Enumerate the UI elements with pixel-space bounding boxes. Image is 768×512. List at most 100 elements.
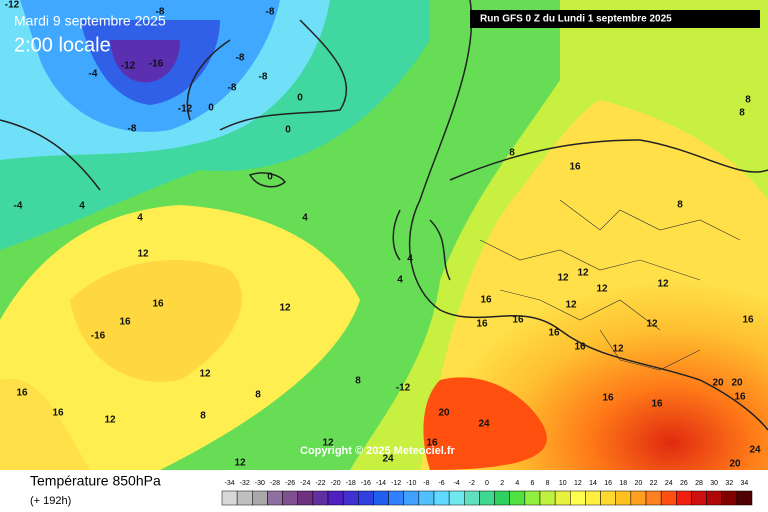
legend-swatch [418, 490, 435, 506]
legend-label: 6 [530, 480, 534, 487]
legend-swatch [358, 490, 374, 506]
contour-label: 12 [279, 303, 291, 314]
contour-label: -8 [128, 124, 137, 135]
legend-label: 10 [559, 480, 567, 487]
legend-label: 20 [635, 480, 643, 487]
borders [479, 199, 741, 371]
legend-swatch [706, 490, 722, 506]
legend-swatch [585, 490, 601, 506]
contour-label: 16 [602, 393, 614, 404]
date: Mardi 9 septembre 2025 [14, 13, 166, 29]
contour-label: 16 [476, 319, 488, 330]
coastlines [0, 0, 768, 431]
legend-label: -8 [423, 480, 429, 487]
legend-swatch [539, 490, 556, 506]
legend-label: 26 [680, 480, 688, 487]
contour-label: -12 [5, 0, 20, 11]
contour-label: 12 [557, 273, 569, 284]
legend-swatch [327, 490, 344, 506]
contour-label: 16 [742, 315, 754, 326]
map-background [0, 0, 768, 470]
contour-label: 0 [297, 93, 303, 104]
legend-label: 22 [650, 480, 658, 487]
legend-swatch [267, 490, 283, 506]
legend-swatch [676, 490, 692, 506]
legend-label: -6 [438, 480, 444, 487]
legend-label: 16 [604, 480, 612, 487]
legend-swatch [615, 490, 632, 506]
legend-label: -32 [240, 480, 250, 487]
contour-label: 16 [426, 438, 438, 449]
legend-swatch [691, 490, 707, 506]
legend-label: 12 [574, 480, 582, 487]
legend-label: -20 [331, 480, 341, 487]
legend-swatch [236, 490, 253, 506]
legend-swatch [660, 490, 677, 506]
contour-label: -16 [149, 59, 164, 70]
contour-label: 4 [407, 254, 413, 265]
contour-label: 8 [745, 95, 751, 106]
legend-swatch [600, 490, 616, 506]
legend-label: -4 [454, 480, 460, 487]
legend-swatch [524, 490, 541, 506]
legend-swatch [554, 490, 571, 506]
contour-label: 12 [234, 458, 246, 469]
legend-swatch [479, 490, 495, 506]
legend-label: -26 [285, 480, 295, 487]
legend-swatch [403, 490, 420, 506]
color-legend: -34 -32 -30 -28 -26 -24 -22 -20 -18 -16 -14 -12 -10-… [221, 480, 753, 506]
contour-label: 4 [137, 213, 143, 224]
contour-label: 8 [255, 390, 261, 401]
legend-label: -22 [315, 480, 325, 487]
contour-label: 12 [577, 268, 589, 279]
legend-label: 14 [589, 480, 597, 487]
legend-label: 34 [741, 480, 749, 487]
contour-label: 16 [569, 162, 581, 173]
contour-label: 4 [397, 275, 403, 286]
legend-swatch [509, 490, 526, 506]
contour-label: 12 [657, 279, 669, 290]
legend-label: 4 [515, 480, 519, 487]
contour-label: 16 [16, 388, 28, 399]
legend-label: 32 [725, 480, 733, 487]
contour-label: 8 [200, 411, 206, 422]
legend-swatch [736, 490, 753, 506]
contour-label: 0 [267, 172, 273, 183]
legend-swatch [373, 490, 389, 506]
contour-label: 0 [285, 125, 291, 136]
contour-label: 8 [677, 200, 683, 211]
legend-label: 8 [546, 480, 550, 487]
contour-label: 12 [646, 319, 658, 330]
legend-swatch [252, 490, 268, 506]
contour-label: -8 [236, 53, 245, 64]
contour-label: 20 [438, 408, 450, 419]
contour-label: 16 [480, 295, 492, 306]
contour-label: 16 [512, 315, 524, 326]
legend-label: -24 [300, 480, 310, 487]
contour-label: -8 [266, 7, 275, 18]
contour-label: 20 [729, 459, 741, 470]
contour-label: 16 [734, 392, 746, 403]
legend-label: 30 [710, 480, 718, 487]
field-title: Température 850hPa [30, 473, 161, 489]
contour-label: 12 [104, 415, 116, 426]
legend-label: -2 [469, 480, 475, 487]
contour-label: 24 [382, 454, 394, 465]
legend-label: -18 [346, 480, 356, 487]
contour-label: -8 [228, 83, 237, 94]
contour-label: 20 [731, 378, 743, 389]
legend-label: 24 [665, 480, 673, 487]
contour-label: 20 [712, 378, 724, 389]
run-info: Run GFS 0 Z du Lundi 1 septembre 2025 [480, 14, 672, 25]
legend-label: -28 [270, 480, 280, 487]
legend-swatch [570, 490, 586, 506]
contour-label: 16 [52, 408, 64, 419]
lead-time: (+ 192h) [30, 495, 71, 507]
contour-label: 24 [749, 445, 761, 456]
contour-label: -12 [396, 383, 411, 394]
contour-label: 12 [565, 300, 577, 311]
contour-label: -12 [178, 104, 193, 115]
legend-swatch [464, 490, 480, 506]
